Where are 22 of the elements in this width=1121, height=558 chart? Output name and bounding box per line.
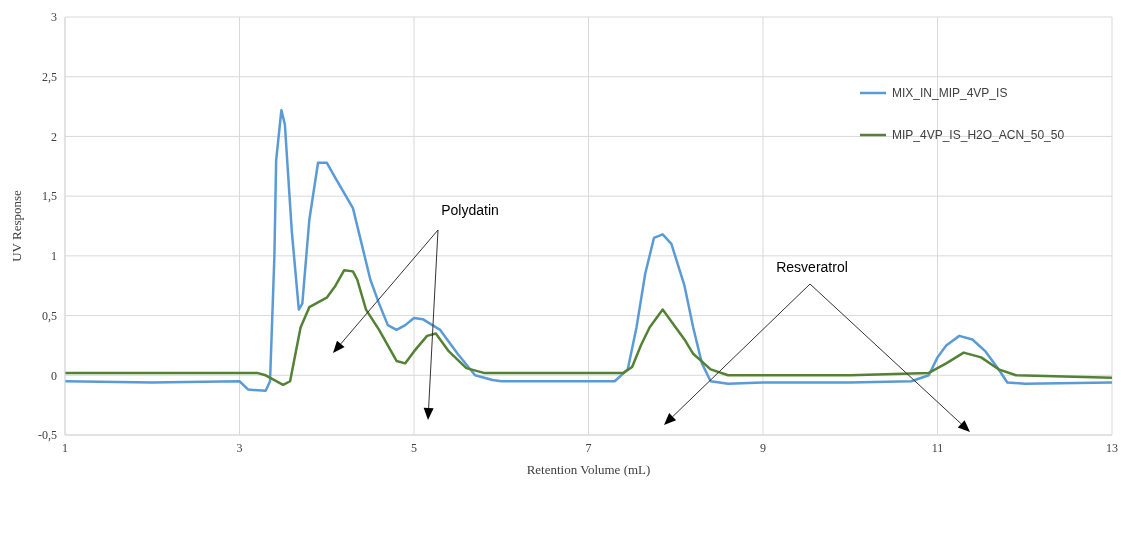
x-tick-label: 3 <box>236 440 243 455</box>
legend-label: MIP_4VP_IS_H2O_ACN_50_50 <box>892 128 1065 142</box>
y-tick-label: 2 <box>51 129 57 144</box>
y-tick-label: 0,5 <box>42 308 57 323</box>
y-tick-label: 0 <box>51 368 57 383</box>
annotation: Polydatin <box>441 202 499 218</box>
x-tick-label: 13 <box>1106 440 1118 455</box>
x-tick-label: 11 <box>931 440 944 455</box>
line-series <box>65 108 1112 393</box>
y-tick-label: 3 <box>51 10 57 25</box>
x-tick-label: 7 <box>585 440 592 455</box>
y-tick-label: 1 <box>51 249 57 264</box>
y-axis-title: UV Response <box>8 189 24 262</box>
y-tick-label: 2,5 <box>42 69 57 84</box>
legend-label: MIX_IN_MIP_4VP_IS <box>892 86 1008 100</box>
y-tick-label: 1,5 <box>42 189 57 204</box>
x-axis-title: Retention Volume (mL) <box>526 462 651 477</box>
x-tick-label: 1 <box>62 440 68 455</box>
annotation: Resveratrol <box>776 259 848 275</box>
x-tick-label: 9 <box>760 440 766 455</box>
x-tick-label: 5 <box>411 440 417 455</box>
y-tick-label: -0,5 <box>38 428 57 443</box>
